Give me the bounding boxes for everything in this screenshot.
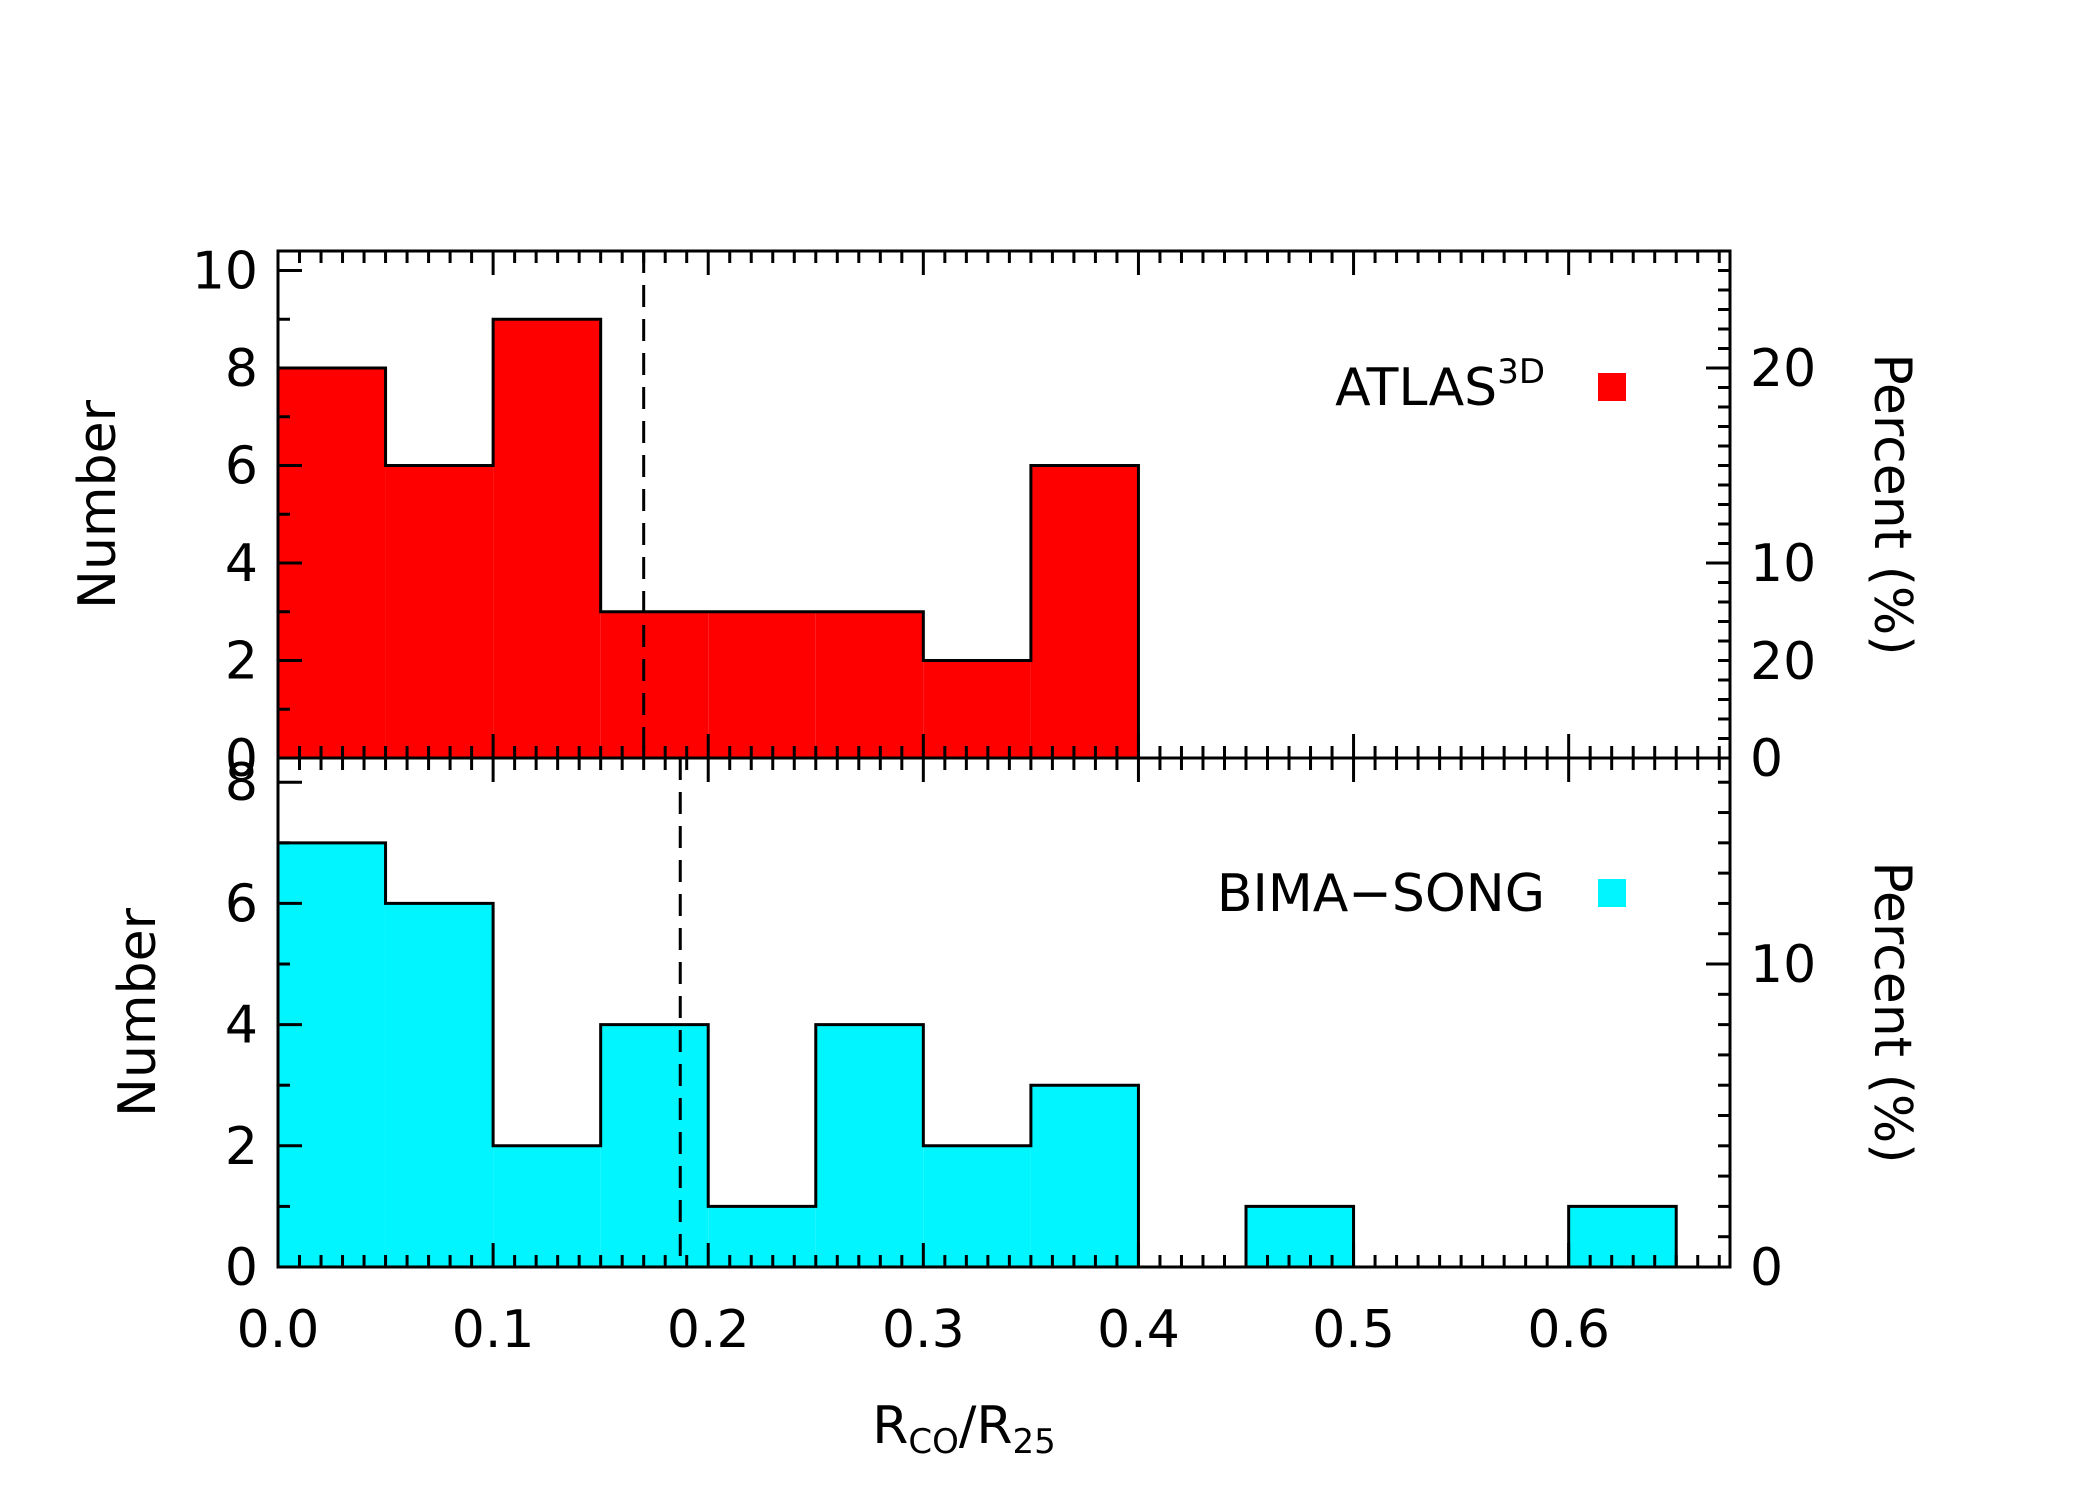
y-tick-label: 8 bbox=[225, 339, 258, 399]
right-y-tick-label: 10 bbox=[1750, 534, 1816, 594]
y-tick-label: 0 bbox=[225, 729, 258, 789]
histogram-bar bbox=[708, 611, 816, 758]
histogram-bar bbox=[1246, 1206, 1354, 1267]
histogram-bar bbox=[1030, 465, 1139, 758]
x-tick-label: 0.2 bbox=[667, 1300, 750, 1360]
histogram-outline bbox=[276, 317, 1140, 758]
histogram-bar bbox=[600, 611, 709, 758]
right-y-tick-label: 20 bbox=[1750, 632, 1816, 692]
y-tick-label: 4 bbox=[225, 996, 258, 1056]
histogram-bar bbox=[600, 1024, 709, 1267]
histogram-bar bbox=[815, 611, 924, 758]
legend: ATLAS3D bbox=[1335, 352, 1626, 418]
y-tick-label: 10 bbox=[192, 242, 258, 302]
legend-swatch bbox=[1598, 879, 1626, 907]
x-tick-label: 0.3 bbox=[882, 1300, 965, 1360]
x-tick-label: 0.4 bbox=[1097, 1300, 1180, 1360]
right-y-tick-label: 0 bbox=[1750, 729, 1783, 789]
histogram-bar bbox=[385, 465, 494, 758]
legend-swatch bbox=[1598, 373, 1626, 401]
histogram-bar bbox=[385, 903, 494, 1267]
right-y-axis-title: Percent (%) bbox=[1862, 861, 1922, 1163]
histogram-bar bbox=[1568, 1206, 1677, 1267]
x-tick-label: 0.0 bbox=[237, 1300, 320, 1360]
x-axis-title: RCO/R25 bbox=[872, 1396, 1056, 1462]
y-tick-label: 4 bbox=[225, 534, 258, 594]
histogram-bar bbox=[815, 1024, 924, 1267]
y-tick-label: 6 bbox=[225, 874, 258, 934]
x-tick-label: 0.1 bbox=[452, 1300, 535, 1360]
atlas3d-panel: 0 2 4 6 8 10 0 10 20 Number Percent (%) ATLAS3D bbox=[68, 242, 1922, 790]
y-axis-title: Number bbox=[108, 907, 168, 1117]
histogram-bar bbox=[1030, 1085, 1139, 1267]
y-tick-label: 2 bbox=[225, 632, 258, 692]
histogram-bar bbox=[923, 660, 1031, 758]
x-tick-label: 0.5 bbox=[1312, 1300, 1395, 1360]
y-tick-label: 8 bbox=[225, 753, 258, 813]
histogram-bar bbox=[923, 1145, 1031, 1267]
legend: BIMA−SONG bbox=[1217, 864, 1626, 924]
plot-frame bbox=[276, 756, 1732, 1269]
x-tick-label: 0.6 bbox=[1527, 1300, 1610, 1360]
y-axis-title: Number bbox=[68, 399, 128, 609]
right-y-tick-label: 0 bbox=[1750, 1238, 1783, 1298]
y-tick-label: 0 bbox=[225, 1238, 258, 1298]
histogram-bar bbox=[493, 1145, 601, 1267]
y-tick-label: 2 bbox=[225, 1117, 258, 1177]
histogram-bar bbox=[708, 1206, 816, 1267]
histogram-bar bbox=[493, 319, 601, 758]
legend-label: ATLAS3D bbox=[1335, 352, 1545, 418]
right-y-tick-label: 10 bbox=[1750, 935, 1816, 995]
y-tick-label: 6 bbox=[225, 437, 258, 497]
histogram-bar bbox=[278, 842, 386, 1267]
right-y-axis-title: Percent (%) bbox=[1862, 353, 1922, 655]
right-y-tick-label: 20 bbox=[1750, 339, 1816, 399]
legend-label: BIMA−SONG bbox=[1217, 864, 1545, 924]
